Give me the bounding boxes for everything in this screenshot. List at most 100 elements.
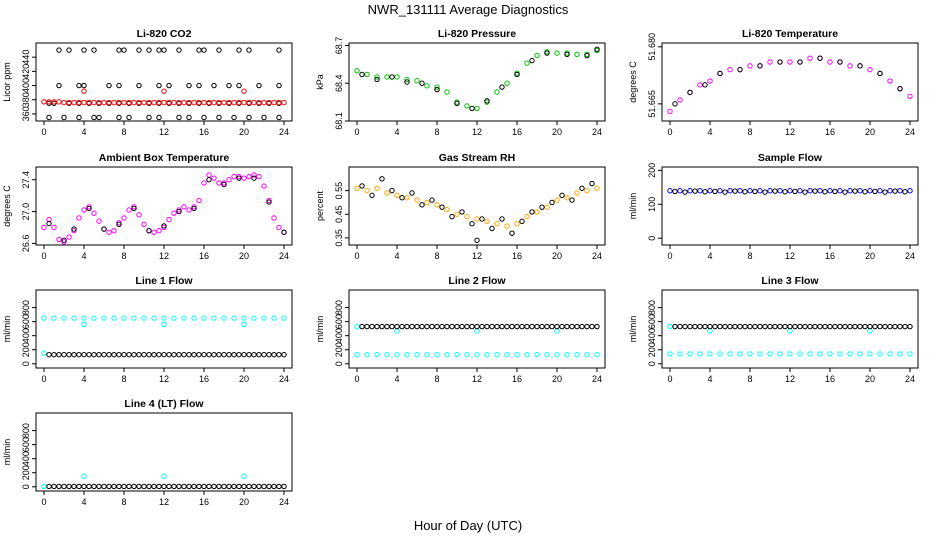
panel-7-series-0-point <box>574 351 580 358</box>
panel-8-series-0-point <box>677 351 683 357</box>
panel-4: Gas Stream RH percent 0 4 8 12 16 20 24 0.35 0.45 0… <box>315 152 606 261</box>
panel-7-series-1-point <box>469 323 475 330</box>
panel-1-series-1-point <box>514 71 520 78</box>
panel-5-series-0-point <box>677 188 683 194</box>
panel-6-series-1-point <box>236 351 242 358</box>
panel-2-xtick-label: 4 <box>707 127 712 137</box>
panel-9-series-1-point <box>196 483 202 490</box>
panel-8-series-0-point <box>837 351 843 357</box>
panel-0-series-1-point <box>211 99 217 106</box>
panel-2-series-1-point <box>797 59 803 65</box>
panel-9-series-0-point <box>241 473 247 479</box>
panel-4-series-0-point <box>404 195 410 201</box>
panel-4-series-1-point <box>409 190 415 196</box>
panel-7-series-1-point <box>539 323 545 330</box>
panel-0-series-1-point <box>101 99 107 106</box>
panel-3-xtick-label: 24 <box>279 251 289 261</box>
panel-6-series-1-point <box>241 351 247 358</box>
panel-7-series-1-point <box>589 323 595 330</box>
panel-3-series-0-point <box>156 227 162 234</box>
panel-3-xtick-label: 20 <box>239 251 249 261</box>
panel-8-series-1-point <box>837 323 843 330</box>
panel-9-xtick-label: 24 <box>279 497 289 507</box>
panel-6-series-0-point <box>101 315 107 321</box>
panel-3-series-0-point <box>121 215 127 221</box>
panel-8-ytick-label: 600 <box>647 314 657 329</box>
panel-5-series-1-point <box>692 188 698 194</box>
panel-5-xtick-label: 12 <box>785 251 795 261</box>
panel-0-series-0-point <box>261 114 267 121</box>
panel-0-series-1-point <box>266 99 272 106</box>
panel-7-series-1-point <box>414 323 420 330</box>
panel-3-series-0-point <box>111 227 117 234</box>
panel-0-series-1-point <box>161 99 167 106</box>
panel-7-series-1-point <box>484 323 490 330</box>
panel-8-series-1-point <box>712 323 718 330</box>
panel-8-series-0-point <box>667 351 673 357</box>
panel-6-series-0-point <box>151 315 157 321</box>
panel-6-ylabel: ml/min <box>2 316 12 343</box>
panel-4-series-1-point <box>559 192 565 199</box>
panel-9-series-1-point <box>166 483 172 490</box>
panel-5-series-0-point <box>747 188 753 194</box>
panel-7-series-0-point <box>404 351 410 358</box>
panel-7-xtick-label: 16 <box>512 374 522 384</box>
panel-7-series-1-point <box>424 323 430 330</box>
panel-8-series-1-point <box>867 323 873 330</box>
panel-8-xtick-label: 0 <box>667 374 672 384</box>
panel-0-series-1-point <box>106 99 112 106</box>
panel-4-series-1-point <box>579 185 585 191</box>
panel-5-series-0-point <box>897 188 903 194</box>
panel-6-title: Line 1 Flow <box>135 275 193 287</box>
panel-6-series-1-point <box>266 351 272 358</box>
panel-6-series-1-point <box>121 351 127 358</box>
panel-7-series-1-point <box>489 323 495 330</box>
panel-5-xtick-label: 20 <box>865 251 875 261</box>
panel-4-series-0-point <box>524 213 530 220</box>
panel-1-ytick-label: 68.7 <box>334 37 344 55</box>
panel-9-series-1-point <box>171 483 177 490</box>
panel-1-series-0-point <box>554 50 560 56</box>
panel-6-series-0-point <box>141 315 147 321</box>
panel-3-title: Ambient Box Temperature <box>99 152 230 164</box>
panel-0-series-1-point <box>81 99 87 106</box>
panel-0-series-0-point <box>216 114 222 121</box>
panel-3-series-0-point <box>211 175 217 181</box>
panel-4-series-0-point <box>504 223 510 229</box>
panel-0-series-0-point <box>126 114 132 121</box>
panel-4-series-1-point <box>399 195 405 201</box>
panel-0-series-0-point <box>156 47 162 53</box>
panel-7-series-0-point <box>454 351 460 358</box>
panel-0-series-1-point <box>226 99 232 106</box>
panel-3-series-0-point <box>81 207 87 213</box>
panel-5-series-1-point <box>732 188 738 194</box>
panel-2-series-0-point <box>677 97 683 103</box>
panel-7-xtick-label: 0 <box>354 374 359 384</box>
panel-8-series-0-point <box>807 351 813 357</box>
panel-0-series-0-point <box>146 47 152 53</box>
panel-0-series-1-point <box>156 99 162 106</box>
panel-6: Line 1 Flow ml/min 0 4 8 12 16 20 24 0 20040060080… <box>2 275 293 384</box>
panel-8-series-1-point <box>842 323 848 330</box>
panel-7-series-0-point <box>424 351 430 358</box>
panel-7-series-1-point <box>429 323 435 330</box>
panel-3-series-0-point <box>41 224 47 231</box>
panel-3-series-1-point <box>146 227 152 234</box>
panel-3-series-0-point <box>76 215 82 221</box>
panel-0-series-1-point <box>261 99 267 106</box>
panel-9-xtick-label: 8 <box>121 497 126 507</box>
panel-5-series-0-point <box>787 188 793 194</box>
panel-9-series-0-point <box>81 473 87 479</box>
panel-1-frame <box>348 42 606 122</box>
panel-0-series-1-point <box>276 99 282 106</box>
panel-9-series-1-point <box>101 483 107 490</box>
panel-7-series-1-point <box>504 323 510 330</box>
panel-3-series-1-point <box>131 205 137 212</box>
panel-5-series-1-point <box>862 189 868 195</box>
panel-8-series-0-point <box>777 351 783 357</box>
panel-8-series-1-point <box>877 323 883 330</box>
panel-0-series-0-point <box>81 82 87 89</box>
panel-0-series-1-point <box>176 99 182 106</box>
panel-7-series-1-point <box>449 323 455 330</box>
panel-1-series-0-point <box>404 76 410 83</box>
